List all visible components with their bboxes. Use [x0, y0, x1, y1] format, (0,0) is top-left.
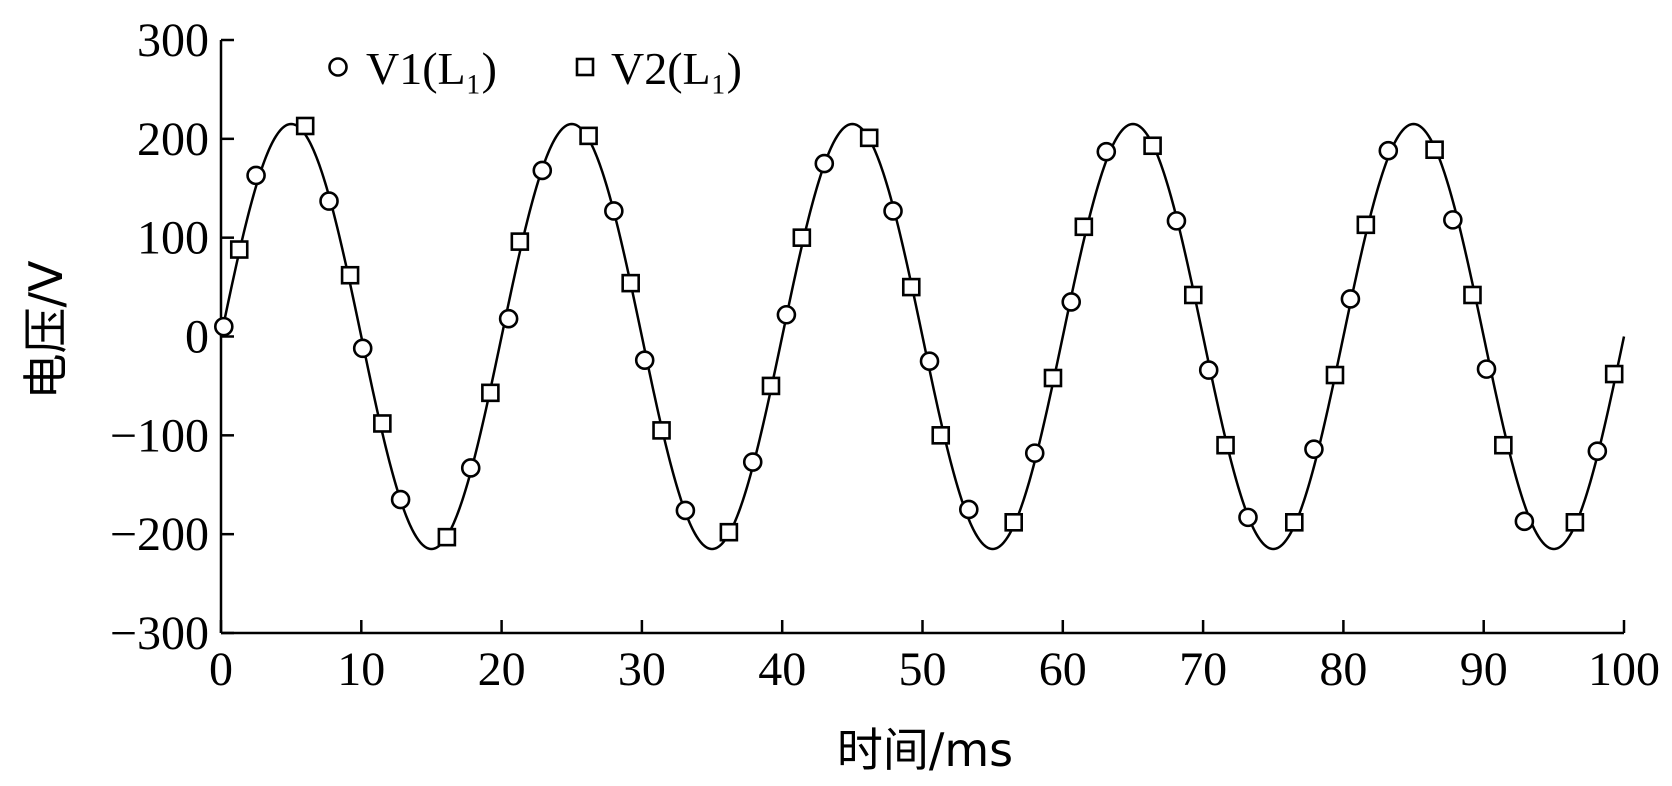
v1-point [1198, 360, 1219, 380]
x-tick-label: 80 [1319, 643, 1367, 696]
y-tick-label: 0 [185, 311, 209, 364]
v2-point [621, 273, 640, 293]
x-tick-label: 20 [478, 643, 526, 696]
v1-point [319, 191, 339, 211]
sine-curve [219, 122, 1626, 551]
v1-point [498, 308, 519, 329]
x-tick-label: 70 [1179, 643, 1227, 696]
series-1 [214, 140, 1608, 532]
v1-point [1166, 211, 1187, 231]
ticks: 0 10 20 30 40 50 60 70 80 90 100 300 200 100 0 −100 −200… [110, 14, 1660, 696]
v2-point [1356, 215, 1376, 235]
v1-point [1304, 439, 1324, 459]
v1-point [1061, 292, 1082, 312]
x-tick-label: 60 [1039, 643, 1087, 696]
v2-point [1216, 435, 1235, 455]
v1-point [1238, 507, 1258, 528]
v2-point [1425, 140, 1444, 160]
v2-point [652, 421, 671, 440]
x-tick-label: 30 [618, 643, 666, 696]
v1-point [1378, 140, 1399, 161]
v1-point [1340, 289, 1361, 309]
v2-point [1004, 513, 1023, 532]
v2-point [1143, 136, 1162, 156]
v2-point [1463, 285, 1482, 305]
y-tick-label: 300 [137, 14, 209, 67]
v2-point [761, 376, 781, 396]
v1-point [246, 165, 266, 186]
x-tick-label: 0 [209, 643, 233, 696]
v2-point [229, 240, 249, 259]
v1-point [1096, 141, 1117, 162]
v1-point [460, 458, 481, 478]
v2-point [373, 414, 392, 433]
v2-point [340, 265, 360, 285]
v2-point [579, 126, 598, 146]
v2-point [1325, 365, 1345, 385]
x-tick-label: 100 [1588, 643, 1660, 696]
y-tick-label: 200 [137, 113, 209, 166]
v2-point [859, 128, 879, 148]
v2-point [295, 116, 315, 136]
v2-point [719, 522, 739, 542]
curve-layer [219, 122, 1626, 551]
v1-point [919, 351, 940, 372]
x-tick-label: 10 [337, 643, 385, 696]
x-axis-title: 时间/ms [837, 723, 1013, 777]
v1-point [1024, 443, 1045, 463]
y-tick-label: 100 [137, 212, 209, 265]
legend: V1(L₁) V2(L₁) [328, 43, 742, 94]
v1-point [634, 350, 655, 371]
v2-point [792, 228, 812, 247]
legend-marker-2 [575, 57, 595, 77]
v1-point [1514, 511, 1535, 532]
v2-point [1604, 364, 1624, 384]
v1-point [1476, 359, 1497, 379]
v1-point [604, 201, 624, 221]
v2-point [1074, 217, 1094, 237]
v2-point [901, 277, 921, 297]
v1-point [1587, 441, 1608, 461]
x-tick-label: 40 [758, 643, 806, 696]
series-2 [229, 116, 1624, 547]
v1-point [883, 201, 903, 221]
v1-point [742, 452, 763, 472]
v1-point [352, 338, 373, 359]
v2-point [510, 232, 530, 251]
y-tick-label: −300 [110, 607, 209, 660]
v2-point [1494, 435, 1513, 455]
markers [214, 116, 1624, 547]
v2-point [1284, 513, 1304, 532]
v2-point [437, 527, 457, 547]
legend-label-1: V1(L₁) [366, 43, 497, 94]
v1-point [532, 160, 553, 181]
x-tick-label: 50 [899, 643, 947, 696]
legend-label-2: V2(L₁) [611, 43, 742, 94]
v1-point [958, 499, 979, 520]
v2-point [1565, 513, 1585, 532]
y-tick-label: −200 [110, 508, 209, 561]
y-axis-title: 电压/V [19, 260, 73, 399]
v2-point [931, 426, 951, 445]
legend-marker-1 [328, 57, 348, 77]
v1-point [214, 316, 234, 337]
v1-point [675, 500, 696, 521]
v1-point [776, 304, 797, 325]
v1-point [814, 153, 835, 174]
v2-point [1183, 285, 1203, 305]
v2-point [481, 383, 500, 403]
y-tick-label: −100 [110, 409, 209, 462]
x-tick-label: 90 [1460, 643, 1508, 696]
v1-point [1443, 210, 1463, 230]
v2-point [1043, 368, 1063, 388]
v1-point [390, 489, 411, 510]
